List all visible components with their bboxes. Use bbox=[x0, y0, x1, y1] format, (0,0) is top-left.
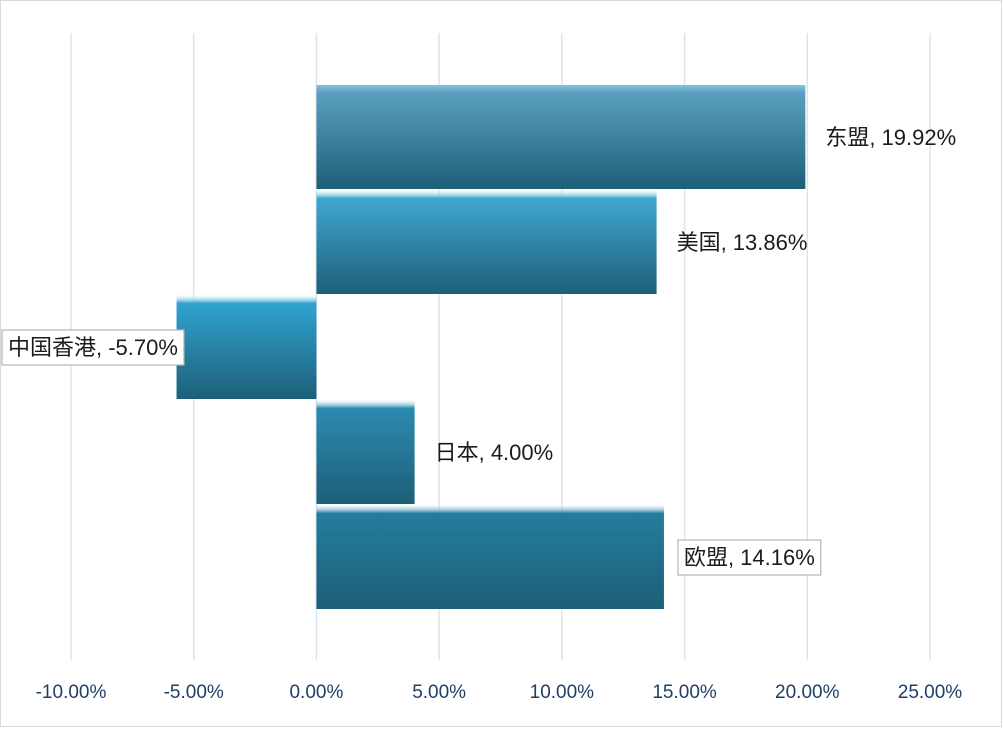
bar bbox=[316, 400, 415, 504]
data-label-group: 欧盟, 14.16% bbox=[677, 539, 822, 576]
bar bbox=[176, 295, 317, 399]
data-label-group: 东盟, 19.92% bbox=[825, 125, 956, 150]
data-label-group: 日本, 4.00% bbox=[435, 440, 554, 465]
bar bbox=[316, 190, 657, 294]
data-label: 美国, 13.86% bbox=[677, 230, 808, 255]
bars bbox=[176, 85, 806, 609]
x-tick-label: 10.00% bbox=[530, 682, 595, 703]
x-tick-label: -5.00% bbox=[164, 682, 224, 703]
x-tick-label: -10.00% bbox=[36, 682, 107, 703]
data-labels: 东盟, 19.92% 美国, 13.86% 中国香港, -5.70% 日本, 4.00… bbox=[1, 125, 956, 576]
data-label: 东盟, 19.92% bbox=[825, 125, 956, 150]
x-tick-label: 20.00% bbox=[775, 682, 840, 703]
x-tick-label: 0.00% bbox=[289, 682, 343, 703]
data-label-group: 美国, 13.86% bbox=[677, 230, 808, 255]
x-tick-label: 15.00% bbox=[652, 682, 717, 703]
data-label-box bbox=[677, 539, 822, 576]
bar bbox=[316, 85, 806, 189]
bar bbox=[316, 505, 664, 609]
x-tick-label: 25.00% bbox=[898, 682, 963, 703]
data-label-group: 中国香港, -5.70% bbox=[1, 329, 185, 366]
data-label: 中国香港, -5.70% bbox=[8, 335, 178, 360]
data-label: 欧盟, 14.16% bbox=[684, 545, 815, 570]
x-tick-label: 5.00% bbox=[412, 682, 466, 703]
data-label-box bbox=[1, 329, 185, 366]
x-axis-tick-labels: -10.00% -5.00% 0.00% 5.00% 10.00% 15.00% 20.00… bbox=[36, 682, 963, 703]
data-label: 日本, 4.00% bbox=[435, 440, 554, 465]
